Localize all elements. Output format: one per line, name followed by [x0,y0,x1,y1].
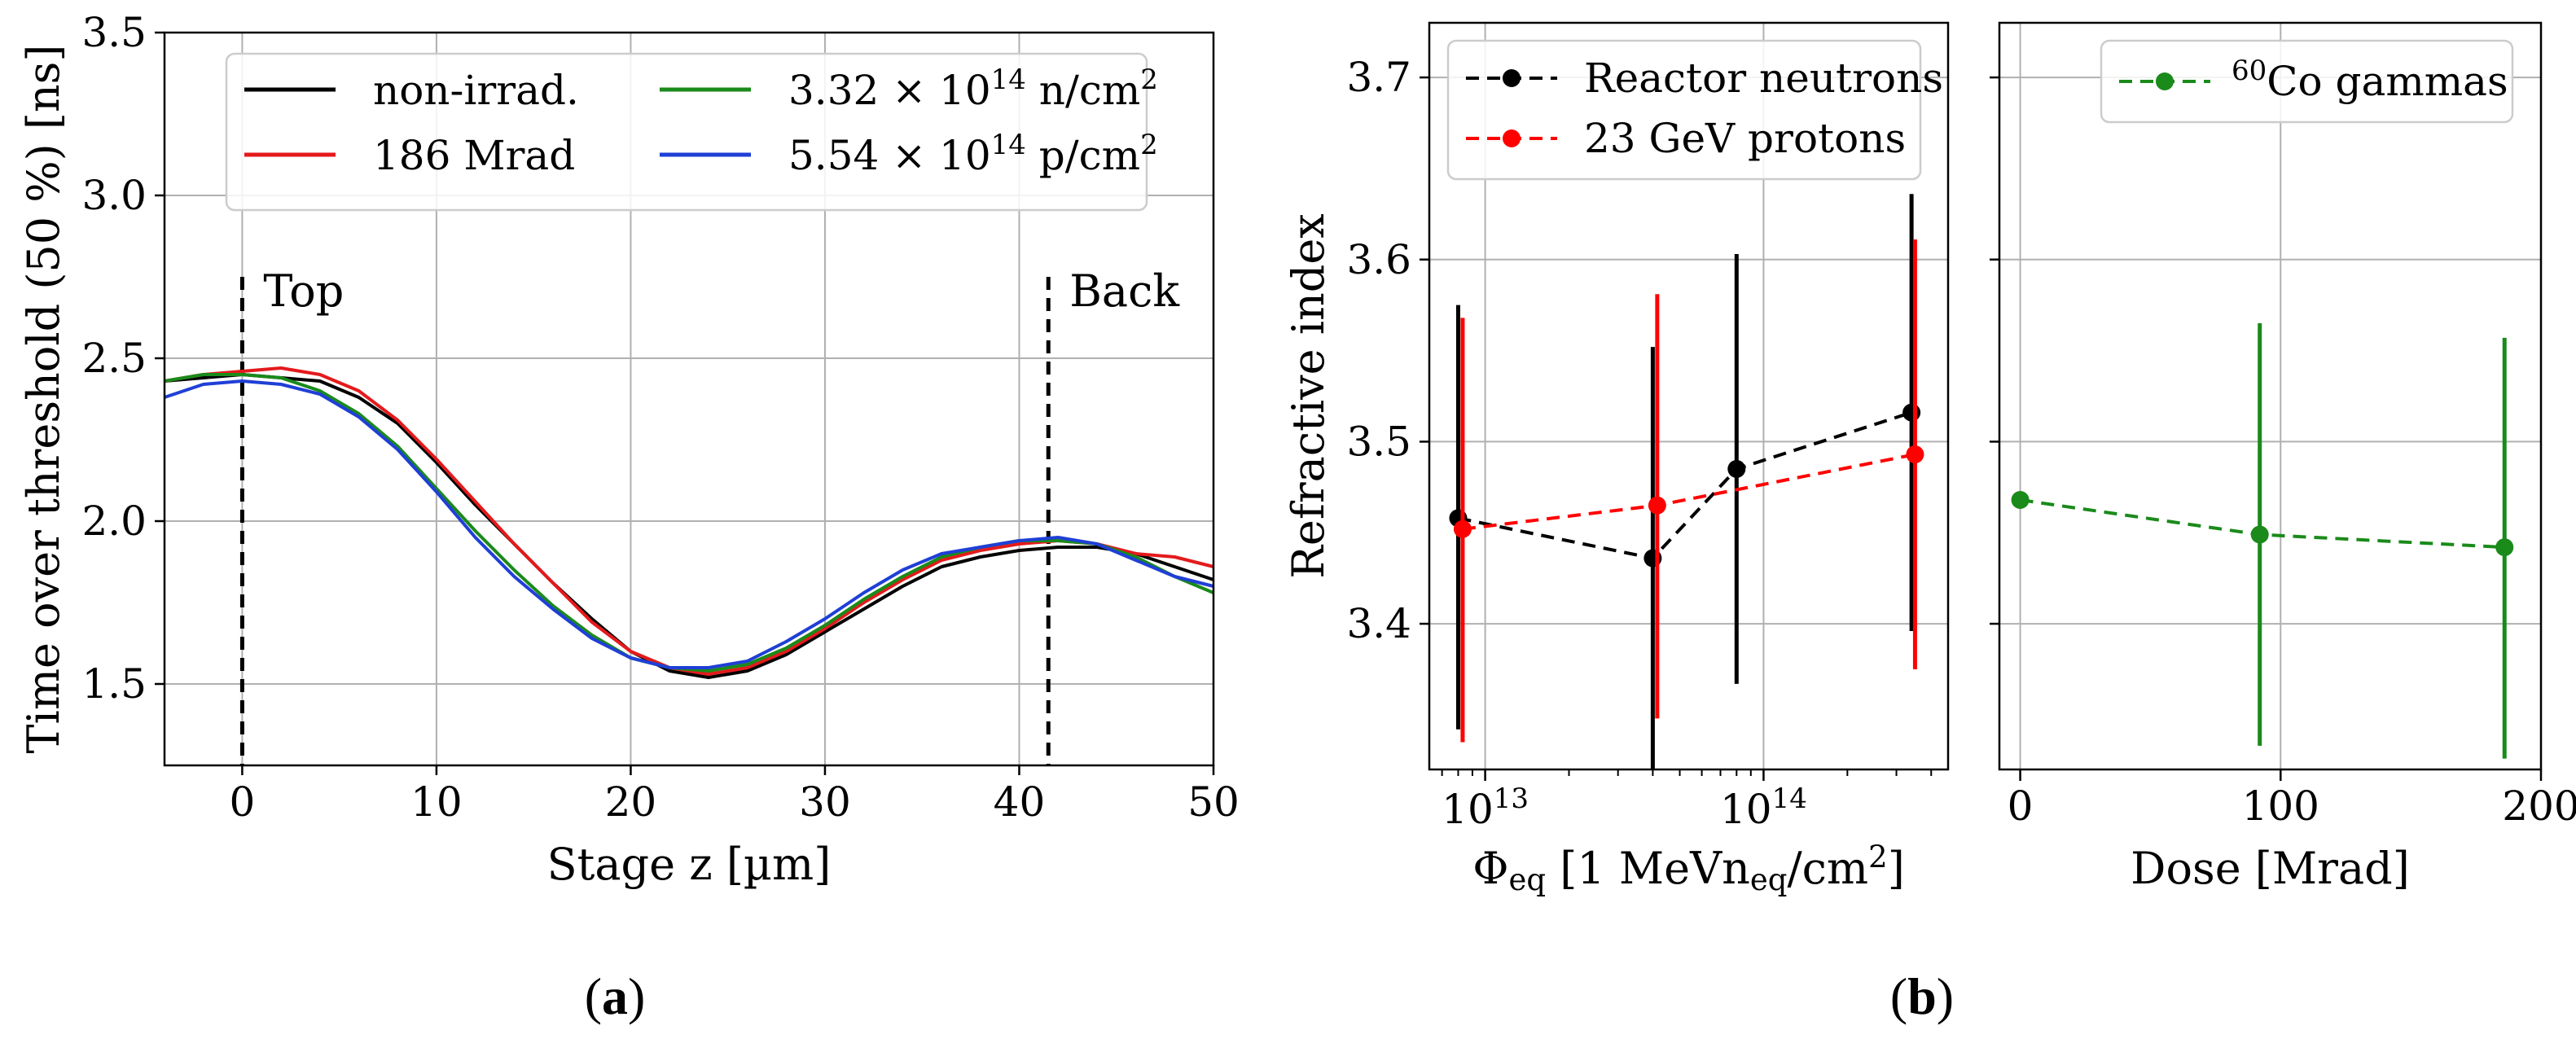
a-x-tick-label: 40 [994,778,1046,826]
b-right-legend-label: 60Co gammas [2232,55,2508,105]
b-right-legend: 60Co gammas [2100,39,2514,124]
b-left-protons-data-point [1906,445,1924,464]
b-left-neutrons-data-point [1902,403,1921,422]
b-right-x-axis-label: Dose [Mrad] [2131,843,2410,894]
panel-b-right-chart: 0 100 200 Dose [Mrad] 60Co gammas [1990,21,2576,894]
panel-a-label: (a) [585,967,646,1025]
b-left-x-axis-label: Φeq [1 MeVneq/cm2] [1472,839,1905,897]
a-series-line [164,373,1214,673]
b-left-x-tick-label: 1013 [1442,782,1529,833]
b-left-legend-marker [1503,69,1521,87]
a-series-line [164,379,1214,669]
a-y-tick-label: 2.5 [81,335,147,382]
a-y-axis-label: Time over threshold (50 %) [ns] [18,45,69,754]
b-left-legend-label: 23 GeV protons [1584,115,1906,162]
b-right-gammas-data-point [2250,525,2269,544]
a-plot-frame [163,31,1215,767]
a-y-tick-label: 3.5 [81,9,147,56]
b-right-legend-box [2100,39,2514,124]
a-y-tick-label: 2.0 [81,498,147,545]
a-annotation-label: Back [1069,265,1180,317]
b-left-protons-data-point [1648,496,1666,515]
a-x-tick-label: 30 [799,778,851,826]
b-left-y-axis-label: Refractive index [1283,213,1334,578]
b-left-y-tick-label: 3.6 [1346,236,1411,283]
b-right-x-tick-label: 100 [2242,782,2319,830]
b-left-protons-data-point [1453,519,1472,538]
a-x-tick-label: 20 [605,778,657,826]
b-left-y-tick-label: 3.5 [1346,418,1411,465]
b-left-x-tick-label: 1014 [1720,782,1807,833]
a-x-axis-label: Stage z [µm] [547,839,832,890]
a-x-tick-label: 0 [230,778,256,826]
b-right-legend-marker [2156,72,2174,90]
a-legend-label: 5.54 × 1014 p/cm2 [788,129,1158,179]
a-series-line [164,373,1214,679]
panel-b-left-chart: 1013 1014 3.4 3.5 3.6 3.7 Φeq [1 MeVneq/cm2] Re… [1283,21,1950,897]
a-y-tick-label: 1.5 [81,660,147,708]
panel-a-chart: Top Back 0 10 20 30 40 50 1.5 2.0 2.5 3.0 3.5 Stage z… [18,9,1240,890]
b-right-x-tick-label: 0 [2008,782,2034,830]
a-y-tick-label: 3.0 [81,172,147,219]
b-right-gammas-data-point [2011,490,2030,509]
b-left-neutrons-data-point [1727,459,1746,478]
b-left-neutrons-series-line [1458,410,1912,560]
b-left-plot-frame [1428,21,1950,771]
b-left-legend-marker [1503,129,1521,147]
b-right-plot-frame [1998,21,2543,771]
a-x-tick-label: 50 [1187,778,1240,826]
panel-b-label: (b) [1890,967,1954,1025]
a-legend-label: non-irrad. [373,67,579,114]
a-legend-label: 3.32 × 1014 n/cm2 [788,64,1158,114]
b-right-gammas-data-point [2495,538,2514,557]
a-legend-box [225,52,1148,212]
a-legend: non-irrad. 186 Mrad 3.32 × 1014 n/cm2 5.54 … [225,52,1158,212]
b-left-protons-series-line [1462,453,1916,531]
a-x-tick-label: 10 [410,778,463,826]
b-left-y-tick-label: 3.4 [1346,600,1411,647]
b-right-x-tick-label: 200 [2502,782,2576,830]
a-legend-label: 186 Mrad [373,132,575,179]
b-left-legend: Reactor neutrons 23 GeV protons [1446,39,1943,181]
a-annotation-label: Top [263,265,344,317]
b-left-y-tick-label: 3.7 [1346,54,1411,101]
b-left-legend-box [1446,39,1922,181]
b-left-legend-label: Reactor neutrons [1584,55,1943,102]
